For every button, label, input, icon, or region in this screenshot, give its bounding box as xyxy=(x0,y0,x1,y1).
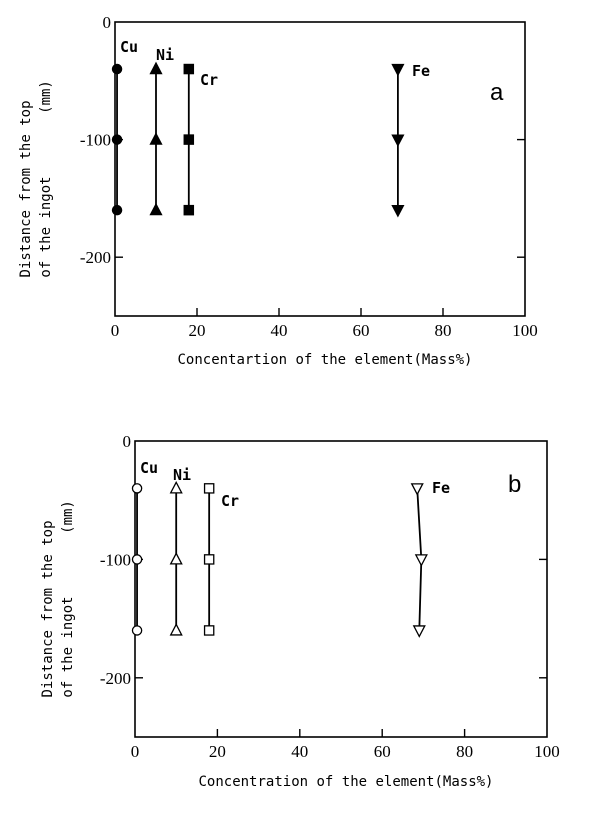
y-tick-label: -100 xyxy=(100,550,131,569)
x-axis-label: Concentration of the element(Mass%) xyxy=(198,774,493,790)
data-point-cr xyxy=(203,483,215,494)
data-point-cu xyxy=(111,63,123,75)
x-tick-label: 80 xyxy=(435,321,452,340)
data-point-cr xyxy=(203,625,215,636)
series-fe: Fe xyxy=(391,62,430,218)
y-tick-label: -200 xyxy=(100,669,131,688)
panel-label: b xyxy=(508,471,521,498)
data-point-cu xyxy=(131,483,143,494)
data-point-ni xyxy=(169,480,183,494)
series-label-ni: Ni xyxy=(156,46,174,64)
x-tick-label: 80 xyxy=(456,742,473,761)
data-point-ni xyxy=(169,623,183,636)
x-axis-label: Concentartion of the element(Mass%) xyxy=(177,352,472,368)
chart-panel-b: 0 20 40 60 80 100 0 -100 -200 Concentration of th… xyxy=(40,432,560,790)
series-label-fe: Fe xyxy=(412,62,430,80)
y-axis-label-line2: of the ingot xyxy=(38,176,54,277)
y-axis-label-line2: of the ingot xyxy=(60,596,76,697)
series-cr: Cr xyxy=(183,63,218,216)
plot-frame xyxy=(134,440,548,738)
x-tick-label: 100 xyxy=(512,321,538,340)
data-point-fe xyxy=(412,625,426,638)
y-tick-label: -200 xyxy=(80,248,111,267)
series-ni: Ni xyxy=(149,46,174,216)
y-tick-label: 0 xyxy=(103,13,112,32)
series-label-cu: Cu xyxy=(140,459,158,477)
data-point-cu xyxy=(111,204,123,216)
y-axis-label-unit: (mm) xyxy=(60,500,76,534)
x-tick-label: 0 xyxy=(131,742,140,761)
series-label-cr: Cr xyxy=(200,71,218,89)
series-cr: Cr xyxy=(203,483,239,636)
y-axis-label: Distance from the top(mm) of the ingot xyxy=(40,500,76,697)
data-point-cr xyxy=(183,63,195,75)
x-tick-label: 40 xyxy=(291,742,308,761)
data-point-ni xyxy=(149,61,163,75)
data-point-fe xyxy=(414,554,428,567)
data-point-cu xyxy=(131,554,143,565)
y-axis-label-unit: (mm) xyxy=(38,80,54,114)
series-cu: Cu xyxy=(111,38,138,216)
series-label-cr: Cr xyxy=(221,492,239,510)
x-tick-label: 40 xyxy=(271,321,288,340)
data-point-fe xyxy=(391,134,405,148)
x-tick-label: 60 xyxy=(374,742,391,761)
series-label-cu: Cu xyxy=(120,38,138,56)
data-point-ni xyxy=(149,132,163,145)
y-axis-label-line1: Distance from the top xyxy=(18,100,34,277)
x-tick-label: 100 xyxy=(534,742,560,761)
series-cu: Cu xyxy=(131,459,158,636)
x-tick-label: 0 xyxy=(111,321,120,340)
data-point-cr xyxy=(183,204,195,216)
chart-panel-a: 0 20 40 60 80 100 0 -100 -200 Concentartion of th… xyxy=(18,13,538,368)
y-axis-label-line1: Distance from the top xyxy=(40,520,56,697)
x-tick-label: 20 xyxy=(189,321,206,340)
y-tick-label: 0 xyxy=(123,432,132,451)
series-label-fe: Fe xyxy=(432,479,450,497)
panel-label: a xyxy=(490,79,504,106)
series-ni: Ni xyxy=(169,466,191,636)
data-point-fe xyxy=(391,63,405,77)
x-tick-label: 60 xyxy=(353,321,370,340)
data-point-fe xyxy=(410,483,424,496)
x-tick-label: 20 xyxy=(209,742,226,761)
data-point-cu xyxy=(131,625,143,636)
data-point-ni xyxy=(169,551,183,565)
y-tick-label: -100 xyxy=(80,131,111,150)
data-point-cr xyxy=(203,554,215,565)
series-fe: Fe xyxy=(410,479,450,638)
plot-frame xyxy=(114,21,526,317)
data-point-fe xyxy=(391,205,405,218)
series-label-ni: Ni xyxy=(173,466,191,484)
data-point-ni xyxy=(149,202,163,216)
y-axis-label: Distance from the top(mm) of the ingot xyxy=(18,80,54,277)
data-point-cu xyxy=(111,134,123,145)
data-point-cr xyxy=(183,134,195,145)
